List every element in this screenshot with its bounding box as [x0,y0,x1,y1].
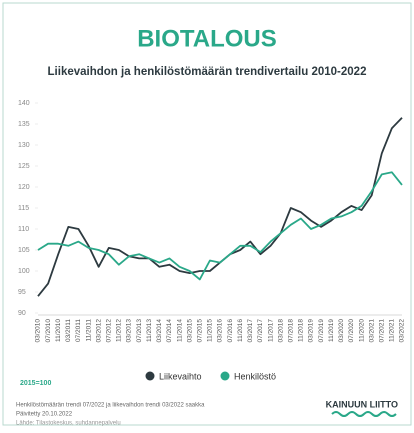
x-tick-label: 11/2020 [358,319,365,342]
x-tick-label: 11/2014 [176,319,183,342]
y-tick-label: 100 [18,268,30,275]
x-tick-label: 11/2017 [267,319,274,342]
y-tick-label: 105 [18,247,30,254]
footnote: Henkilöstömäärän trendi 07/2022 ja liike… [16,403,205,409]
y-tick-label: 110 [18,226,29,233]
logo-wave [331,411,397,417]
x-tick-label: 03/2019 [308,319,315,343]
x-tick-label: 07/2012 [105,319,112,343]
x-tick-label: 03/2015 [186,319,193,343]
x-tick-label: 07/2011 [75,319,82,342]
logo: KAINUUN LIITTO [326,399,398,409]
y-tick-label: 120 [18,184,30,191]
footnote: Päivitetty 20.10.2022 [16,412,73,418]
x-tick-label: 11/2015 [207,319,214,342]
x-tick-label: 07/2021 [378,319,385,343]
chart-title: BIOTALOUS [137,25,277,52]
x-tick-label: 07/2013 [136,319,143,343]
x-tick-label: 07/2016 [227,319,234,343]
x-tick-label: 07/2018 [287,319,294,343]
x-tick-label: 07/2020 [348,319,355,343]
x-tick-label: 11/2021 [389,319,396,342]
legend-swatch [220,371,230,381]
x-tick-label: 03/2011 [65,319,72,342]
x-tick-label: 11/2010 [55,319,62,342]
x-tick-label: 07/2010 [45,319,52,343]
y-tick-label: 140 [18,100,30,107]
y-tick-label: 130 [18,142,30,149]
y-tick-label: 95 [18,289,26,296]
y-tick-label: 115 [18,205,29,212]
base-note: 2015=100 [20,380,51,387]
y-tick-label: 125 [18,163,30,170]
x-tick-label: 03/2014 [156,319,163,343]
x-tick-label: 03/2020 [338,319,345,343]
x-tick-label: 03/2012 [95,319,102,343]
legend-label: Henkilöstö [234,371,276,381]
x-tick-label: 11/2016 [237,319,244,342]
x-tick-label: 03/2017 [247,319,254,343]
x-tick-label: 03/2022 [399,319,406,343]
y-tick-label: 90 [18,310,26,317]
x-tick-label: 07/2017 [257,319,264,343]
x-tick-label: 11/2019 [328,319,335,342]
x-tick-label: 11/2012 [116,319,123,342]
x-tick-label: 03/2018 [277,319,284,343]
x-tick-label: 07/2019 [318,319,325,343]
y-tick-label: 135 [18,121,30,128]
x-tick-label: 03/2016 [217,319,224,343]
chart-subtitle: Liikevaihdon ja henkilöstömäärän trendiv… [48,66,367,78]
x-tick-label: 11/2011 [85,319,92,342]
x-tick-label: 03/2010 [35,319,42,343]
legend-swatch [145,371,155,381]
x-tick-label: 03/2013 [126,319,133,343]
frame [2,2,412,426]
x-tick-label: 11/2018 [298,319,305,342]
line-series [37,171,403,281]
legend-label: Liikevaihto [159,371,202,381]
x-tick-label: 03/2021 [368,319,375,343]
x-tick-label: 11/2013 [146,319,153,342]
x-tick-label: 07/2014 [166,319,173,343]
x-tick-label: 07/2015 [196,319,203,343]
footnote: Lähde: Tilastokeskus, suhdannepalvelu [16,421,121,427]
